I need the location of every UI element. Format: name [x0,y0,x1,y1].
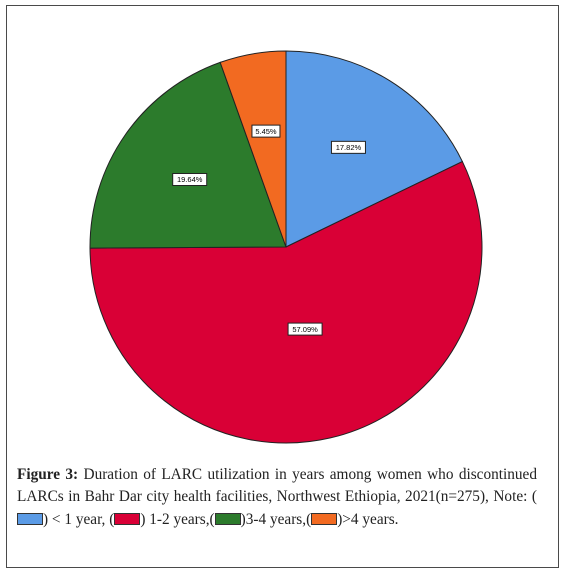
caption-text: Duration of LARC utilization in years am… [17,466,537,506]
figure-caption: Figure 3: Duration of LARC utilization i… [17,464,537,531]
pie-data-label-2: 19.64% [172,173,208,187]
legend-entry-1-2-years: () 1-2 years, [109,510,210,528]
pie-chart: 17.82% 57.09% 19.64% 5.45% [89,50,483,444]
pie-slices [89,50,483,444]
data-label-text: 19.64% [177,175,203,184]
caption-legend: () < 1 year, () 1-2 years,()3-4 years,()… [17,488,537,528]
data-label-box [172,173,208,187]
data-label-text: 57.09% [292,325,318,334]
legend-entry-over-4-years: ()>4 years. [306,510,399,528]
legend-entry-3-4-years: ()3-4 years, [209,510,307,528]
legend-swatch-blue [17,512,43,525]
data-label-text: 17.82% [336,143,362,152]
pie-data-label-0: 17.82% [330,140,366,154]
pie-slice-1 [89,160,483,444]
pie-data-label-3: 5.45% [251,124,281,138]
legend-entry-under-1-year: () < 1 year, [17,488,537,528]
data-label-text: 5.45% [255,127,277,136]
data-label-box [330,140,366,154]
figure-label: Figure 3: [17,466,79,483]
legend-swatch-green [214,512,241,525]
pie-slice-0 [285,50,464,248]
legend-swatch-red [114,512,141,525]
data-label-box [287,322,323,336]
legend-swatch-orange [311,512,338,525]
data-label-box [251,124,281,138]
pie-slice-3 [219,50,287,248]
pie-data-label-1: 57.09% [287,322,323,336]
pie-slice-2 [89,61,287,249]
pie-data-labels: 17.82% 57.09% 19.64% 5.45% [172,124,366,336]
